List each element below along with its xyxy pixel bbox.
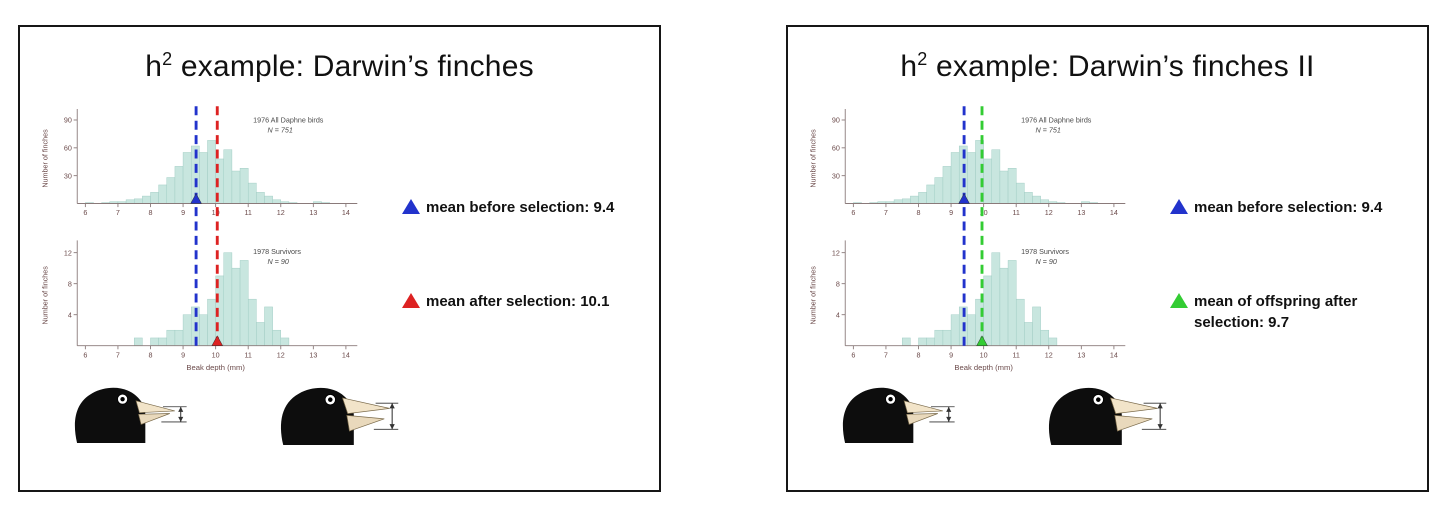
svg-text:10: 10 xyxy=(212,350,220,359)
svg-text:90: 90 xyxy=(64,116,72,125)
svg-text:6: 6 xyxy=(851,208,855,217)
svg-text:14: 14 xyxy=(1110,208,1118,217)
legend-label: mean after selection: 10.1 xyxy=(426,293,610,311)
svg-text:8: 8 xyxy=(917,350,921,359)
title-text-rest: example: Darwin’s finches xyxy=(172,50,534,83)
slide-title: h2 example: Darwin’s finches xyxy=(20,49,659,84)
svg-text:6: 6 xyxy=(851,350,855,359)
finch-head-deep-beak-icon xyxy=(1049,387,1167,445)
svg-text:9: 9 xyxy=(181,350,185,359)
svg-text:Number of finches: Number of finches xyxy=(41,129,50,188)
svg-text:90: 90 xyxy=(832,116,840,125)
svg-text:11: 11 xyxy=(244,208,251,217)
slide-body: 30 60 90 6 7 8 9 10 11 12 13 14 Number of finches 197… xyxy=(20,88,659,445)
legend-label: mean before selection: 9.4 xyxy=(1194,199,1383,216)
legend-item-mean-offspring-after-selection: mean of offspring after selection: 9.7 xyxy=(1170,292,1427,333)
title-superscript: 2 xyxy=(917,49,928,69)
finch-illustrations xyxy=(72,384,402,445)
svg-text:9: 9 xyxy=(181,208,185,217)
svg-text:14: 14 xyxy=(1110,350,1118,359)
title-superscript: 2 xyxy=(162,49,173,69)
svg-text:8: 8 xyxy=(149,208,153,217)
svg-text:13: 13 xyxy=(1077,350,1085,359)
legend-label: mean before selection: 9.4 xyxy=(426,199,615,216)
finch-head-small-beak-icon xyxy=(74,387,187,443)
svg-text:12: 12 xyxy=(277,208,285,217)
svg-text:6: 6 xyxy=(83,350,87,359)
finch-head-small-beak-icon xyxy=(842,387,955,443)
svg-text:30: 30 xyxy=(832,171,840,180)
svg-text:10: 10 xyxy=(212,208,220,217)
legend-item-mean-before-selection: mean before selection: 9.4 xyxy=(1170,198,1427,218)
legend-label: mean of offspring after selection: 9.7 xyxy=(1194,293,1358,331)
title-text-rest: example: Darwin’s finches II xyxy=(927,50,1315,83)
svg-text:9: 9 xyxy=(949,208,953,217)
svg-text:8: 8 xyxy=(917,208,921,217)
slide-title: h2 example: Darwin’s finches II xyxy=(788,49,1427,84)
finch-histogram-chart: 30 60 90 6 7 8 9 10 11 12 13 14 Number of finches 197… xyxy=(809,106,1126,372)
svg-text:1978 Survivors: 1978 Survivors xyxy=(253,247,301,256)
triangle-marker-icon xyxy=(402,293,420,309)
svg-text:13: 13 xyxy=(309,208,317,217)
svg-text:7: 7 xyxy=(116,350,120,359)
svg-text:10: 10 xyxy=(980,350,988,359)
triangle-marker-icon xyxy=(1170,199,1188,214)
svg-text:N = 751: N = 751 xyxy=(1035,125,1060,134)
slide-darwins-finches-2: h2 example: Darwin’s finches II 30 60 90 6 7… xyxy=(786,25,1429,492)
slide-darwins-finches-1: h2 example: Darwin’s finches 30 60 90 6 7 8 9 1… xyxy=(18,25,661,492)
triangle-marker-icon xyxy=(1170,293,1188,309)
svg-text:1976 All Daphne birds: 1976 All Daphne birds xyxy=(253,116,324,125)
svg-text:60: 60 xyxy=(64,144,72,153)
svg-text:Beak depth (mm): Beak depth (mm) xyxy=(186,363,245,372)
finch-histogram-chart: 30 60 90 6 7 8 9 10 11 12 13 14 Number of finches 197… xyxy=(41,106,358,372)
legend: mean before selection: 9.4 mean of offsp… xyxy=(1170,88,1427,445)
svg-text:14: 14 xyxy=(342,208,350,217)
title-text: h xyxy=(900,50,918,83)
svg-text:6: 6 xyxy=(83,208,87,217)
svg-text:11: 11 xyxy=(244,350,251,359)
svg-text:N = 90: N = 90 xyxy=(1035,257,1056,266)
svg-text:12: 12 xyxy=(64,248,72,257)
svg-text:14: 14 xyxy=(342,350,350,359)
svg-text:8: 8 xyxy=(149,350,153,359)
svg-text:1976 All Daphne birds: 1976 All Daphne birds xyxy=(1021,116,1092,125)
svg-text:7: 7 xyxy=(884,208,888,217)
finch-head-deep-beak-icon xyxy=(281,387,399,445)
finch-illustrations xyxy=(840,384,1170,445)
slide-body: 30 60 90 6 7 8 9 10 11 12 13 14 Number of finches 197… xyxy=(788,88,1427,445)
svg-text:12: 12 xyxy=(1045,350,1053,359)
legend-item-mean-after-selection: mean after selection: 10.1 xyxy=(402,292,659,312)
svg-text:Number of finches: Number of finches xyxy=(809,129,818,188)
title-text: h xyxy=(145,50,163,83)
legend: mean before selection: 9.4 mean after se… xyxy=(402,88,659,445)
svg-text:1978 Survivors: 1978 Survivors xyxy=(1021,247,1069,256)
svg-text:7: 7 xyxy=(116,208,120,217)
svg-text:11: 11 xyxy=(1012,208,1019,217)
legend-item-mean-before-selection: mean before selection: 9.4 xyxy=(402,198,659,218)
svg-text:N = 90: N = 90 xyxy=(267,257,288,266)
svg-text:10: 10 xyxy=(980,208,988,217)
svg-text:4: 4 xyxy=(68,310,72,319)
svg-text:4: 4 xyxy=(836,310,840,319)
svg-text:12: 12 xyxy=(1045,208,1053,217)
chart-column: 30 60 90 6 7 8 9 10 11 12 13 14 Number of finches 197… xyxy=(20,88,402,445)
chart-column: 30 60 90 6 7 8 9 10 11 12 13 14 Number of finches 197… xyxy=(788,88,1170,445)
svg-text:8: 8 xyxy=(68,279,72,288)
svg-text:12: 12 xyxy=(277,350,285,359)
svg-text:12: 12 xyxy=(832,248,840,257)
svg-text:N = 751: N = 751 xyxy=(267,125,292,134)
svg-text:Beak depth (mm): Beak depth (mm) xyxy=(954,363,1013,372)
svg-text:8: 8 xyxy=(836,279,840,288)
svg-text:Number of finches: Number of finches xyxy=(809,266,818,325)
svg-text:30: 30 xyxy=(64,171,72,180)
svg-text:60: 60 xyxy=(832,144,840,153)
triangle-marker-icon xyxy=(402,199,420,214)
svg-text:13: 13 xyxy=(309,350,317,359)
svg-text:9: 9 xyxy=(949,350,953,359)
svg-text:13: 13 xyxy=(1077,208,1085,217)
svg-text:11: 11 xyxy=(1012,350,1019,359)
svg-text:Number of finches: Number of finches xyxy=(41,266,50,325)
svg-text:7: 7 xyxy=(884,350,888,359)
